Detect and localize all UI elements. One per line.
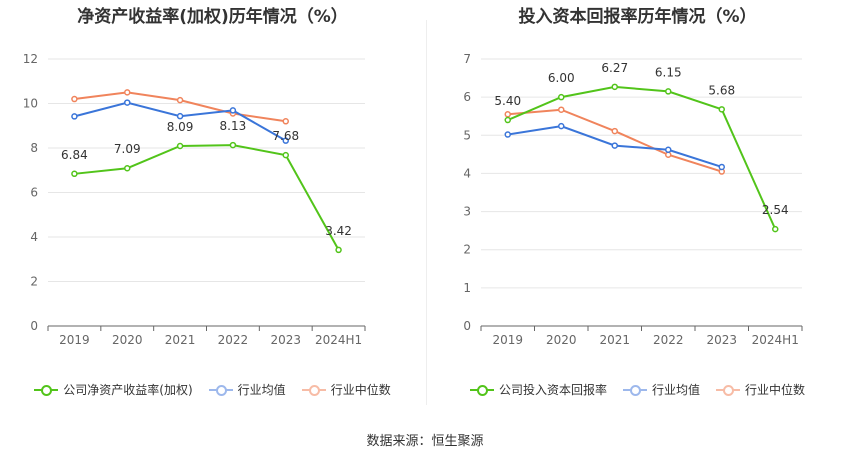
data-point: [665, 146, 672, 154]
data-point: [504, 116, 511, 124]
data-point: [611, 127, 618, 135]
x-tick-label: 2020: [112, 333, 143, 347]
x-tick-label: 2019: [59, 333, 90, 347]
data-point: [504, 131, 511, 138]
legend-item-industry-mean[interactable]: 行业均值: [208, 381, 286, 398]
data-point: [558, 106, 565, 113]
y-tick-label: 0: [30, 319, 38, 333]
x-tick-label: 2019: [492, 333, 523, 347]
y-tick-label: 3: [463, 205, 471, 219]
panel-divider: [426, 20, 427, 405]
data-point: [124, 99, 131, 106]
data-label: 6.00: [548, 71, 575, 85]
y-tick-label: 2: [30, 275, 38, 289]
data-label: 5.40: [494, 94, 521, 108]
x-tick-label: 2020: [546, 333, 577, 347]
data-point: [335, 246, 342, 254]
data-point: [71, 170, 78, 178]
chart-legend: 公司投入资本回报率 行业均值 行业中位数: [425, 381, 850, 398]
legend-label: 行业中位数: [745, 383, 806, 397]
y-tick-label: 7: [463, 52, 471, 66]
roe-chart-panel: 净资产收益率(加权)历年情况（%） 0 2 4 6 8 10 12 2019 2020 2021 2…: [0, 0, 425, 420]
legend-label: 公司净资产收益率(加权): [63, 383, 193, 397]
series-line: [74, 144, 340, 251]
data-point: [611, 142, 618, 149]
data-point: [504, 111, 511, 118]
data-label: 3.42: [325, 224, 352, 238]
data-point: [124, 164, 131, 172]
x-tick-label: 2021: [165, 333, 196, 347]
data-point: [282, 137, 289, 144]
data-source-label: 数据来源：恒生聚源: [366, 434, 484, 449]
x-tick-label: 2024H1: [752, 333, 799, 347]
legend-mean-marker: [208, 383, 233, 397]
y-tick-label: 12: [23, 52, 38, 66]
data-point: [718, 163, 725, 171]
x-tick-label: 2022: [653, 333, 684, 347]
x-tick-label: 2023: [270, 333, 301, 347]
legend-company-marker: [34, 383, 59, 397]
legend-label: 行业均值: [237, 383, 286, 397]
legend-item-industry-median[interactable]: 行业中位数: [716, 381, 805, 398]
data-point: [282, 118, 289, 125]
y-tick-label: 4: [30, 230, 38, 244]
data-label: 5.68: [708, 83, 735, 97]
legend-item-industry-mean[interactable]: 行业均值: [622, 381, 700, 398]
roe-line-chart: 0 2 4 6 8 10 12 2019 2020 2021 2022 2023 2024H1 6.84 7…: [23, 52, 366, 347]
data-label: 6.27: [601, 61, 628, 75]
data-point: [176, 96, 184, 104]
y-tick-label: 5: [463, 128, 471, 142]
data-point: [229, 141, 237, 149]
data-label: 8.13: [220, 119, 247, 133]
data-point: [558, 93, 565, 101]
legend-median-marker: [301, 383, 326, 397]
x-tick-label: 2021: [599, 333, 630, 347]
series-line: [507, 108, 723, 173]
data-point: [718, 106, 725, 113]
roic-line-chart: 0 1 2 3 4 5 6 7 2019 2020 2021 2022 2023 2024H1 5.40 6.…: [463, 52, 803, 347]
y-tick-label: 10: [23, 97, 38, 111]
data-point: [176, 142, 184, 150]
y-tick-label: 8: [30, 141, 38, 155]
y-tick-label: 4: [463, 166, 471, 180]
legend-item-company[interactable]: 公司投入资本回报率: [469, 381, 607, 398]
series-line: [507, 85, 777, 230]
y-tick-label: 1: [463, 281, 471, 295]
legend-item-industry-median[interactable]: 行业中位数: [301, 381, 391, 398]
legend-item-company[interactable]: 公司净资产收益率(加权): [34, 381, 193, 398]
legend-label: 公司投入资本回报率: [498, 383, 607, 397]
x-tick-label: 2023: [706, 333, 737, 347]
y-tick-label: 2: [463, 243, 471, 257]
data-point: [282, 151, 289, 159]
legend-mean-marker: [622, 383, 647, 397]
x-tick-label: 2024H1: [315, 333, 362, 347]
data-point: [665, 88, 672, 95]
data-point: [558, 122, 565, 130]
legend-label: 行业均值: [651, 383, 700, 397]
chart-title: 投入资本回报率历年情况（%）: [518, 7, 757, 27]
data-label: 7.09: [114, 142, 141, 156]
x-tick-label: 2022: [218, 333, 249, 347]
data-point: [176, 112, 184, 120]
data-point: [71, 95, 78, 103]
roic-chart-panel: 投入资本回报率历年情况（%） 0 1 2 3 4 5 6 7 2019 2020 2021 2022 2…: [425, 0, 850, 420]
y-tick-label: 6: [463, 90, 471, 104]
data-point: [71, 113, 78, 120]
data-point: [772, 225, 779, 233]
legend-median-marker: [716, 383, 740, 397]
chart-legend: 公司净资产收益率(加权) 行业均值 行业中位数: [0, 381, 425, 398]
y-tick-label: 6: [30, 186, 38, 200]
legend-label: 行业中位数: [330, 383, 391, 397]
data-label: 6.15: [655, 65, 682, 79]
data-point: [229, 107, 237, 114]
y-tick-label: 0: [463, 319, 471, 333]
legend-company-marker: [469, 383, 494, 397]
data-point: [611, 83, 618, 91]
data-label: 2.54: [762, 203, 789, 217]
data-label: 7.68: [272, 129, 299, 143]
data-label: 8.09: [167, 120, 194, 134]
chart-title: 净资产收益率(加权)历年情况（%）: [77, 7, 348, 27]
data-label: 6.84: [61, 148, 88, 162]
data-point: [124, 89, 131, 96]
